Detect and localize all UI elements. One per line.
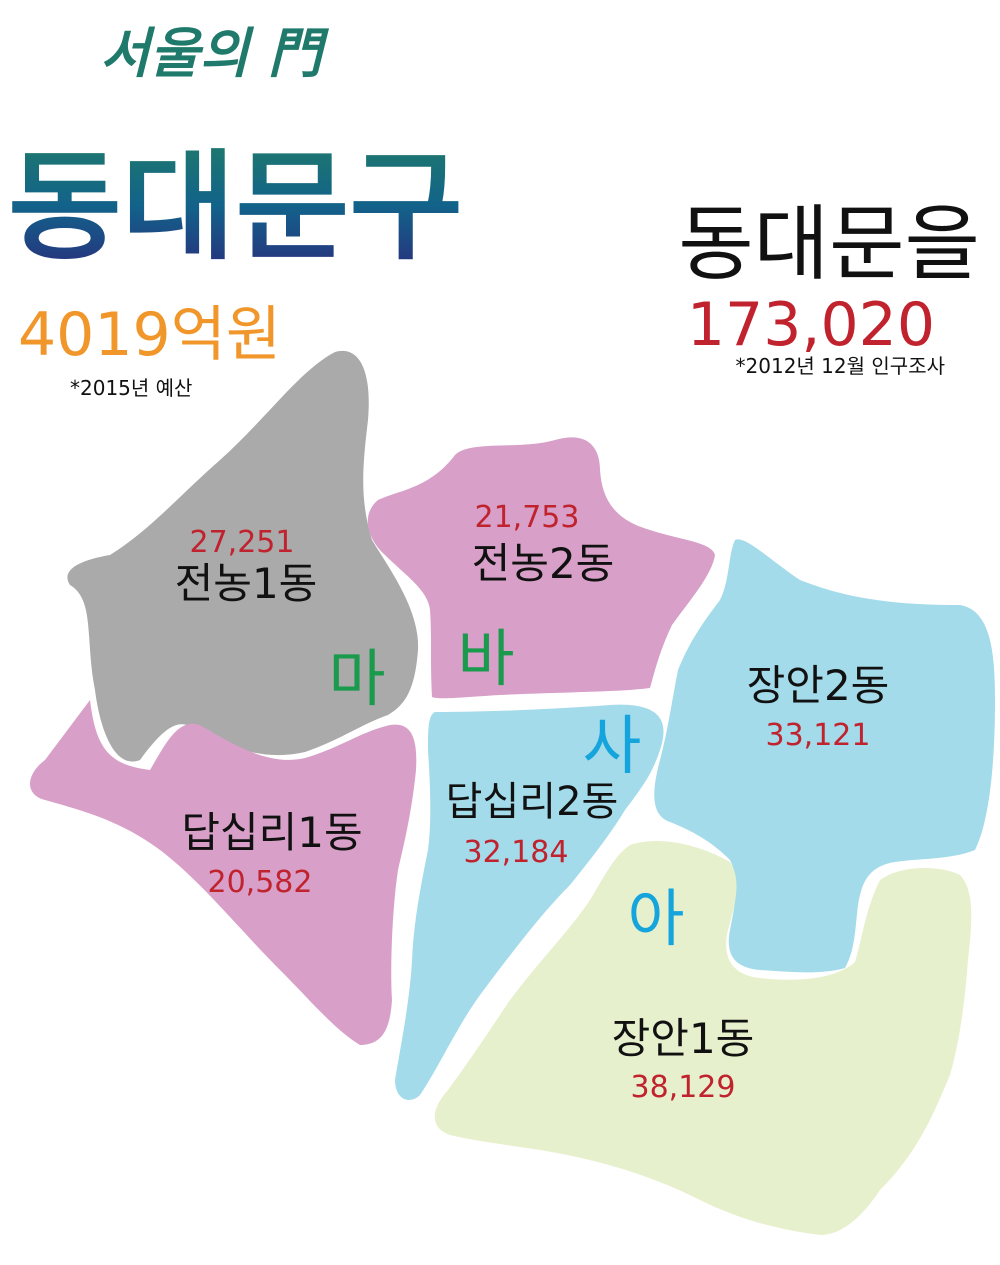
dapsimni1-label: 답십리1동 <box>181 808 362 857</box>
jeonnong1-label: 전농1동 <box>175 559 318 608</box>
district-name: 동대문을 <box>678 197 980 292</box>
jangan1-population: 38,129 <box>631 1070 736 1105</box>
district-population: 173,020 <box>687 290 935 360</box>
region-dapsimni2[interactable] <box>395 704 664 1100</box>
logo-big-text: 동대문구 <box>8 137 463 276</box>
dapsimni1-population: 20,582 <box>208 865 313 900</box>
jeonnong2-population: 21,753 <box>475 500 580 535</box>
region-jeonnong2[interactable] <box>367 437 715 699</box>
region-jangan2[interactable] <box>654 539 995 973</box>
zone-ma: 마 <box>328 642 385 715</box>
jangan2-population: 33,121 <box>766 718 871 753</box>
dapsimni2-label: 답십리2동 <box>446 779 619 825</box>
jeonnong2-label: 전농2동 <box>472 539 615 588</box>
zone-sa: 사 <box>583 710 642 784</box>
jeonnong1-population: 27,251 <box>190 525 295 560</box>
region-dapsimni1[interactable] <box>30 700 417 1045</box>
logo-small-text: 서울의 門 <box>100 21 330 85</box>
dapsimni2-population: 32,184 <box>464 835 569 870</box>
region-jeonnong1[interactable] <box>67 350 419 762</box>
zone-ba: 바 <box>457 622 514 695</box>
budget-note: *2015년 예산 <box>70 376 192 400</box>
population-note: *2012년 12월 인구조사 <box>736 354 945 378</box>
region-jangan1[interactable] <box>434 841 972 1235</box>
budget-amount: 4019억원 <box>18 300 281 370</box>
jangan1-label: 장안1동 <box>612 1014 755 1063</box>
jangan2-label: 장안2동 <box>747 661 890 710</box>
zone-a: 아 <box>627 882 684 955</box>
